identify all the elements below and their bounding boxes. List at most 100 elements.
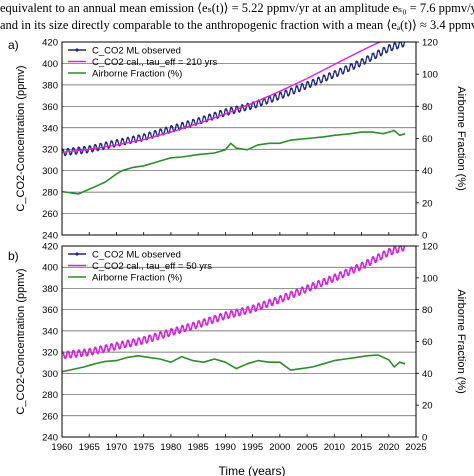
observed-point (78, 147, 81, 150)
observed-point (337, 73, 340, 76)
observed-point (390, 49, 393, 51)
observed-point (356, 61, 359, 64)
observed-point (133, 136, 136, 139)
observed-point (265, 102, 268, 105)
observed-point (97, 148, 100, 150)
observed-point (345, 66, 348, 68)
observed-point (397, 46, 400, 48)
observed-point (219, 110, 221, 113)
legend-label: Airborne Fraction (%) (92, 273, 182, 284)
series-line-calculated (62, 246, 406, 360)
observed-point (209, 114, 212, 117)
observed-point (302, 83, 304, 86)
observed-point (329, 73, 332, 75)
observed-point (330, 77, 333, 80)
y-right-tick-label: 40 (422, 369, 433, 380)
observed-point (318, 77, 321, 80)
observed-point (340, 68, 342, 71)
observed-point (281, 96, 284, 99)
observed-point (372, 53, 375, 55)
y-left-tick-label: 300 (42, 369, 58, 380)
observed-point (240, 104, 243, 107)
observed-point (287, 94, 289, 97)
y-right-tick-label: 80 (422, 102, 433, 113)
observed-point (227, 113, 230, 116)
observed-point (374, 57, 377, 59)
observed-point (255, 105, 258, 107)
observed-point (111, 141, 114, 144)
observed-point (229, 107, 232, 109)
observed-point (204, 116, 206, 118)
x-tick-label: 1975 (133, 442, 154, 453)
observed-point (69, 153, 72, 156)
observed-point (370, 58, 372, 61)
observed-point (392, 47, 394, 50)
observed-point (394, 43, 397, 45)
observed-point (299, 88, 302, 91)
observed-point (180, 122, 183, 125)
observed-point (84, 146, 86, 149)
observed-point (311, 79, 314, 81)
observed-point (310, 84, 313, 87)
observed-point (100, 143, 103, 146)
observed-point (160, 129, 163, 132)
observed-point (284, 90, 287, 92)
observed-point (289, 87, 292, 90)
observed-point (144, 134, 147, 136)
observed-point (342, 71, 345, 73)
observed-point (278, 92, 281, 94)
observed-point (315, 82, 318, 85)
observed-point (326, 78, 329, 80)
observed-point (243, 109, 246, 112)
legend-label: C_CO2 ML observed (92, 250, 181, 261)
series-line-airborne-fraction (62, 354, 406, 373)
observed-point (176, 124, 179, 127)
y-right-axis-label: Airborne Fraction (%) (455, 289, 467, 394)
observed-point (347, 70, 349, 73)
observed-point (65, 153, 67, 155)
observed-point (296, 86, 299, 88)
observed-point (232, 112, 235, 114)
observed-point (73, 148, 76, 151)
x-tick-label: 1985 (188, 442, 209, 453)
y-right-tick-label: 100 (422, 70, 438, 81)
observed-point (353, 66, 356, 69)
observed-point (96, 149, 99, 152)
observed-point (62, 149, 65, 152)
observed-point (355, 61, 357, 63)
observed-point (131, 135, 134, 138)
observed-point (364, 61, 367, 64)
observed-point (348, 68, 351, 71)
observed-point (367, 56, 370, 58)
observed-point (319, 81, 322, 84)
y-left-tick-label: 320 (42, 145, 58, 156)
observed-point (323, 75, 326, 77)
y-left-tick-label: 340 (42, 123, 58, 134)
observed-point (336, 75, 338, 77)
observed-point (404, 243, 406, 245)
y-left-tick-label: 260 (42, 411, 58, 422)
observed-point (137, 134, 140, 137)
y-right-tick-label: 0 (422, 231, 427, 242)
observed-point (344, 65, 347, 68)
observed-point (283, 95, 285, 98)
legend-label: Airborne Fraction (%) (92, 69, 182, 80)
observed-point (382, 47, 385, 50)
observed-point (363, 62, 366, 65)
observed-point (304, 86, 307, 89)
observed-point (292, 92, 295, 95)
observed-point (250, 106, 253, 109)
x-tick-label: 2005 (297, 442, 318, 453)
legend-label: C_CO2 cal., tau_eff = 50 yrs (92, 261, 212, 272)
observed-point (291, 88, 293, 90)
observed-point (244, 108, 247, 110)
y-right-tick-label: 120 (422, 38, 438, 49)
series-line-airborne-fraction (62, 129, 406, 195)
y-left-tick-label: 260 (42, 209, 58, 220)
observed-point (386, 50, 389, 52)
observed-point (155, 130, 157, 133)
observed-point (213, 112, 216, 114)
observed-point (349, 63, 352, 66)
observed-point (159, 128, 161, 131)
observed-point (88, 145, 91, 148)
